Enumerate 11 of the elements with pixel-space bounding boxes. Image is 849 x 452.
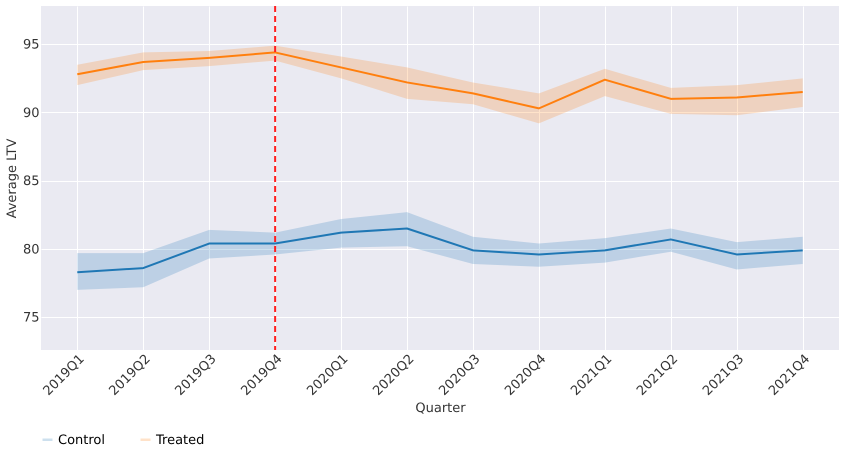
line-series	[76, 51, 804, 110]
y-tick-label: 95	[22, 38, 40, 53]
x-axis-title: Quarter	[415, 401, 466, 416]
y-tick-label: 85	[22, 174, 40, 190]
legend-label: Treated	[155, 432, 204, 448]
y-axis-title: Average LTV	[4, 138, 20, 218]
y-tick-label: 90	[22, 106, 40, 121]
y-tick-label: 80	[22, 242, 40, 258]
line-series	[76, 228, 804, 274]
legend-label: Control	[58, 432, 105, 448]
y-tick-label: 75	[22, 310, 40, 326]
